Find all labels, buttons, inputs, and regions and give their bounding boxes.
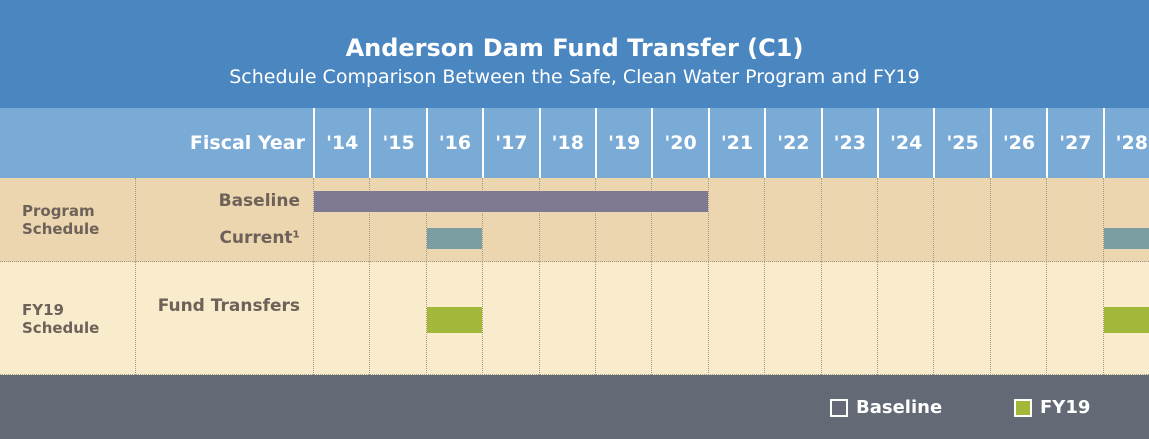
year-label: '18	[538, 108, 595, 178]
year-label: '15	[369, 108, 425, 178]
subtitle: Schedule Comparison Between the Safe, Cl…	[229, 66, 920, 88]
grid-line	[482, 178, 484, 262]
separator	[0, 374, 1149, 375]
grid-line	[933, 262, 935, 375]
grid-line	[989, 262, 991, 375]
year-label: '25	[933, 108, 989, 178]
schedule-bar	[1103, 307, 1149, 333]
title: Anderson Dam Fund Transfer (C1)	[345, 34, 804, 62]
grid-line	[1046, 178, 1048, 262]
grid-line	[595, 262, 596, 375]
grid-line	[707, 262, 709, 375]
grid-line	[313, 178, 314, 262]
column-header: Fiscal Year	[189, 132, 305, 154]
title-band: Anderson Dam Fund Transfer (C1) Schedule…	[0, 0, 1149, 108]
grid-line	[877, 262, 878, 375]
schedule-bar	[314, 191, 708, 212]
row-label: Current¹	[219, 228, 300, 248]
grid-line	[707, 178, 709, 262]
year-label: '24	[877, 108, 933, 178]
grid-line	[764, 178, 766, 262]
grid-line	[820, 178, 822, 262]
grid-line	[595, 178, 596, 262]
grid-line	[425, 178, 427, 262]
group-label: FY19 Schedule	[22, 300, 100, 337]
grid-line	[651, 262, 653, 375]
schedule-bar	[426, 228, 483, 249]
grid-line	[538, 262, 540, 375]
year-label: '17	[482, 108, 538, 178]
grid-line	[369, 178, 371, 262]
year-header: Fiscal Year '14'15'16'17'18'19'20'21'22 '…	[0, 108, 1149, 178]
grid-line	[425, 262, 427, 375]
grid-line	[877, 178, 878, 262]
group-label: Program Schedule	[22, 202, 100, 238]
year-label: '14	[313, 108, 369, 178]
grid-line	[1102, 262, 1104, 375]
row-label: Fund Transfers	[157, 296, 300, 316]
year-label: '19	[595, 108, 651, 178]
grid-line	[135, 262, 136, 375]
schedule-bar	[1103, 228, 1149, 249]
year-label: '26	[989, 108, 1046, 178]
grid-line	[369, 262, 371, 375]
group-band	[0, 262, 1149, 375]
schedule-bar	[426, 307, 483, 333]
legend-label: Baseline	[856, 397, 943, 418]
legend-swatch	[830, 399, 848, 417]
year-label: '20	[651, 108, 707, 178]
row-label: Baseline	[218, 191, 300, 211]
separator	[0, 261, 1149, 262]
grid-line	[989, 178, 991, 262]
year-label: '21	[707, 108, 764, 178]
year-label: '27	[1046, 108, 1102, 178]
grid-line	[1102, 178, 1104, 262]
legend-bar	[0, 375, 1149, 439]
year-label: '22	[764, 108, 820, 178]
legend-label: FY19	[1040, 397, 1091, 418]
grid-line	[820, 262, 822, 375]
grid-line	[482, 262, 484, 375]
year-label: '23	[820, 108, 877, 178]
grid-line	[764, 262, 766, 375]
grid-line	[651, 178, 653, 262]
grid-line	[1046, 262, 1048, 375]
grid-line	[313, 262, 314, 375]
grid-line	[135, 178, 136, 262]
year-label: '16	[425, 108, 482, 178]
year-label: '28	[1102, 108, 1149, 178]
grid-line	[933, 178, 935, 262]
grid-line	[538, 178, 540, 262]
legend-swatch	[1014, 399, 1032, 417]
